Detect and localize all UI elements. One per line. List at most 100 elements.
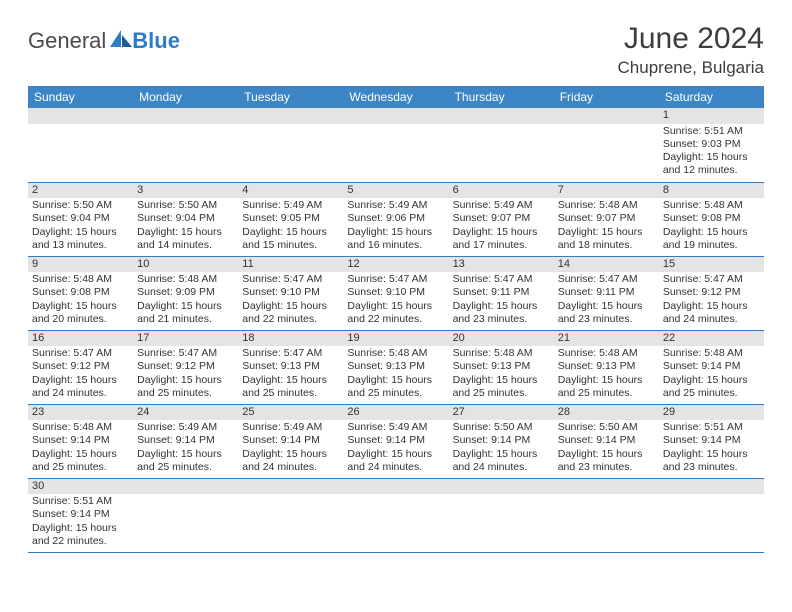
- day-details: Sunrise: 5:48 AMSunset: 9:09 PMDaylight:…: [133, 272, 238, 329]
- calendar-week-row: 9Sunrise: 5:48 AMSunset: 9:08 PMDaylight…: [28, 256, 764, 330]
- day-number-empty: [554, 108, 659, 124]
- sunset-text: Sunset: 9:13 PM: [558, 360, 655, 373]
- calendar-cell: 2Sunrise: 5:50 AMSunset: 9:04 PMDaylight…: [28, 182, 133, 256]
- daylight-line1: Daylight: 15 hours: [32, 374, 129, 387]
- daylight-line1: Daylight: 15 hours: [32, 522, 129, 535]
- sunrise-text: Sunrise: 5:48 AM: [663, 347, 760, 360]
- day-details: Sunrise: 5:49 AMSunset: 9:06 PMDaylight:…: [343, 198, 448, 255]
- calendar-cell: [554, 478, 659, 552]
- sunset-text: Sunset: 9:14 PM: [453, 434, 550, 447]
- daylight-line1: Daylight: 15 hours: [32, 300, 129, 313]
- daylight-line1: Daylight: 15 hours: [347, 448, 444, 461]
- calendar-cell: [133, 478, 238, 552]
- day-number-empty: [28, 108, 133, 124]
- calendar-cell: 19Sunrise: 5:48 AMSunset: 9:13 PMDayligh…: [343, 330, 448, 404]
- sunrise-text: Sunrise: 5:47 AM: [558, 273, 655, 286]
- sunrise-text: Sunrise: 5:47 AM: [137, 347, 234, 360]
- sunset-text: Sunset: 9:14 PM: [558, 434, 655, 447]
- calendar-cell: 5Sunrise: 5:49 AMSunset: 9:06 PMDaylight…: [343, 182, 448, 256]
- daylight-line1: Daylight: 15 hours: [347, 374, 444, 387]
- daylight-line2: and 25 minutes.: [242, 387, 339, 400]
- sunset-text: Sunset: 9:07 PM: [558, 212, 655, 225]
- daylight-line1: Daylight: 15 hours: [663, 300, 760, 313]
- day-number: 12: [343, 257, 448, 273]
- calendar-cell: 27Sunrise: 5:50 AMSunset: 9:14 PMDayligh…: [449, 404, 554, 478]
- day-number-empty: [449, 108, 554, 124]
- daylight-line1: Daylight: 15 hours: [137, 448, 234, 461]
- calendar-cell: 14Sunrise: 5:47 AMSunset: 9:11 PMDayligh…: [554, 256, 659, 330]
- weekday-header: Friday: [554, 86, 659, 108]
- daylight-line2: and 23 minutes.: [558, 313, 655, 326]
- calendar-cell: 12Sunrise: 5:47 AMSunset: 9:10 PMDayligh…: [343, 256, 448, 330]
- day-number: 13: [449, 257, 554, 273]
- day-number: 28: [554, 405, 659, 421]
- daylight-line2: and 14 minutes.: [137, 239, 234, 252]
- sunset-text: Sunset: 9:08 PM: [32, 286, 129, 299]
- calendar-cell: 16Sunrise: 5:47 AMSunset: 9:12 PMDayligh…: [28, 330, 133, 404]
- day-number-empty: [343, 479, 448, 495]
- calendar-cell: 11Sunrise: 5:47 AMSunset: 9:10 PMDayligh…: [238, 256, 343, 330]
- calendar-cell: 18Sunrise: 5:47 AMSunset: 9:13 PMDayligh…: [238, 330, 343, 404]
- calendar-cell: 9Sunrise: 5:48 AMSunset: 9:08 PMDaylight…: [28, 256, 133, 330]
- day-number-empty: [133, 108, 238, 124]
- weekday-header-row: Sunday Monday Tuesday Wednesday Thursday…: [28, 86, 764, 108]
- daylight-line2: and 22 minutes.: [242, 313, 339, 326]
- day-number: 4: [238, 183, 343, 199]
- daylight-line1: Daylight: 15 hours: [242, 374, 339, 387]
- daylight-line1: Daylight: 15 hours: [663, 226, 760, 239]
- calendar-cell: [449, 108, 554, 182]
- day-number: 1: [659, 108, 764, 124]
- calendar-cell: [238, 108, 343, 182]
- daylight-line1: Daylight: 15 hours: [558, 374, 655, 387]
- sunrise-text: Sunrise: 5:50 AM: [558, 421, 655, 434]
- day-number: 6: [449, 183, 554, 199]
- calendar-cell: 7Sunrise: 5:48 AMSunset: 9:07 PMDaylight…: [554, 182, 659, 256]
- calendar-cell: 8Sunrise: 5:48 AMSunset: 9:08 PMDaylight…: [659, 182, 764, 256]
- calendar-cell: 3Sunrise: 5:50 AMSunset: 9:04 PMDaylight…: [133, 182, 238, 256]
- sunset-text: Sunset: 9:14 PM: [663, 434, 760, 447]
- sunset-text: Sunset: 9:14 PM: [242, 434, 339, 447]
- daylight-line2: and 20 minutes.: [32, 313, 129, 326]
- sunrise-text: Sunrise: 5:47 AM: [663, 273, 760, 286]
- day-details: Sunrise: 5:49 AMSunset: 9:14 PMDaylight:…: [343, 420, 448, 477]
- day-number: 29: [659, 405, 764, 421]
- sunrise-text: Sunrise: 5:50 AM: [137, 199, 234, 212]
- day-number-empty: [238, 479, 343, 495]
- sunset-text: Sunset: 9:12 PM: [32, 360, 129, 373]
- calendar-week-row: 23Sunrise: 5:48 AMSunset: 9:14 PMDayligh…: [28, 404, 764, 478]
- day-number: 10: [133, 257, 238, 273]
- day-number: 8: [659, 183, 764, 199]
- daylight-line1: Daylight: 15 hours: [558, 448, 655, 461]
- calendar-cell: 25Sunrise: 5:49 AMSunset: 9:14 PMDayligh…: [238, 404, 343, 478]
- sunrise-text: Sunrise: 5:49 AM: [453, 199, 550, 212]
- sunset-text: Sunset: 9:12 PM: [663, 286, 760, 299]
- day-details: Sunrise: 5:47 AMSunset: 9:12 PMDaylight:…: [659, 272, 764, 329]
- sunrise-text: Sunrise: 5:49 AM: [137, 421, 234, 434]
- calendar-cell: [343, 108, 448, 182]
- day-details: Sunrise: 5:48 AMSunset: 9:13 PMDaylight:…: [449, 346, 554, 403]
- weekday-header: Saturday: [659, 86, 764, 108]
- day-details: Sunrise: 5:49 AMSunset: 9:14 PMDaylight:…: [238, 420, 343, 477]
- day-number: 27: [449, 405, 554, 421]
- calendar-cell: 28Sunrise: 5:50 AMSunset: 9:14 PMDayligh…: [554, 404, 659, 478]
- sunset-text: Sunset: 9:06 PM: [347, 212, 444, 225]
- day-number: 18: [238, 331, 343, 347]
- calendar-cell: 10Sunrise: 5:48 AMSunset: 9:09 PMDayligh…: [133, 256, 238, 330]
- daylight-line1: Daylight: 15 hours: [242, 226, 339, 239]
- daylight-line1: Daylight: 15 hours: [347, 226, 444, 239]
- sunset-text: Sunset: 9:14 PM: [663, 360, 760, 373]
- sunrise-text: Sunrise: 5:51 AM: [32, 495, 129, 508]
- sunrise-text: Sunrise: 5:51 AM: [663, 125, 760, 138]
- calendar-cell: 30Sunrise: 5:51 AMSunset: 9:14 PMDayligh…: [28, 478, 133, 552]
- sunset-text: Sunset: 9:13 PM: [242, 360, 339, 373]
- daylight-line2: and 18 minutes.: [558, 239, 655, 252]
- sunrise-text: Sunrise: 5:49 AM: [347, 421, 444, 434]
- sunset-text: Sunset: 9:10 PM: [242, 286, 339, 299]
- daylight-line1: Daylight: 15 hours: [453, 374, 550, 387]
- daylight-line2: and 23 minutes.: [663, 461, 760, 474]
- daylight-line1: Daylight: 15 hours: [453, 300, 550, 313]
- sunset-text: Sunset: 9:05 PM: [242, 212, 339, 225]
- daylight-line1: Daylight: 15 hours: [32, 448, 129, 461]
- day-details: Sunrise: 5:49 AMSunset: 9:14 PMDaylight:…: [133, 420, 238, 477]
- day-details: Sunrise: 5:48 AMSunset: 9:13 PMDaylight:…: [343, 346, 448, 403]
